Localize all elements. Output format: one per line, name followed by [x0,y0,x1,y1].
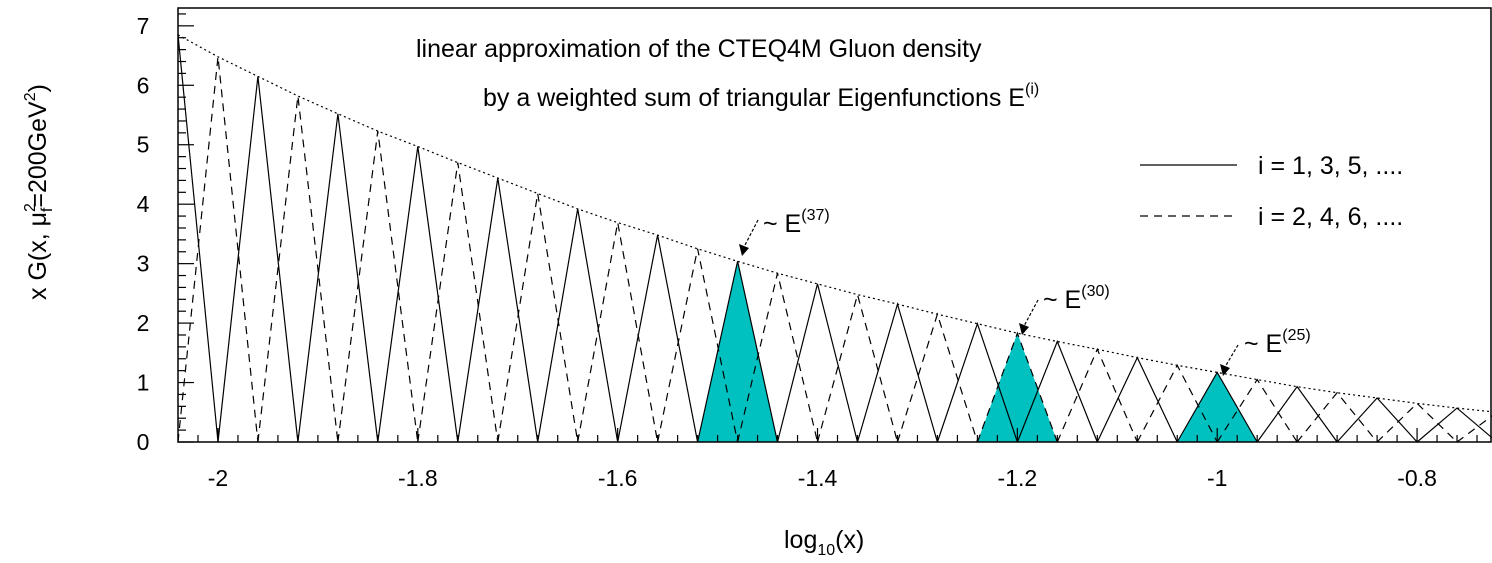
x-tick-label: -0.8 [1397,465,1437,491]
eigenfunction-10 [497,193,579,443]
chart-title-sup: (i) [1025,81,1039,98]
x-axis-label-sub: 10 [817,542,835,559]
annotation-e37-sup: (37) [801,207,829,224]
eigenfunction-24 [1056,347,1138,443]
eigenfunction-2 [177,56,259,443]
plot-frame [177,7,1492,443]
y-tick-label: 3 [137,251,150,277]
y-tick-label: 2 [137,310,150,336]
eigenfunction-34 [1456,415,1492,443]
annotation-e30-arrow [1023,299,1039,327]
eigenfunction-15 [697,261,779,443]
annotation-e37: ~ E(37) [739,207,830,256]
legend: i = 1, 3, 5, .... i = 2, 4, 6, .... [1140,152,1403,231]
x-tick-label: -1.6 [598,465,638,491]
y-axis-label-pre: x G(x, μ [24,212,52,300]
eigenfunction-13 [617,234,699,443]
chart-title-line2-text: by a weighted sum of triangular Eigenfun… [483,84,1025,112]
eigenfunction-4 [257,95,339,443]
eigenfunction-30 [1296,391,1378,443]
annotation-e37-text: ~ E [763,210,801,238]
y-tick-label: 7 [137,13,150,39]
eigenfunction-32 [1376,402,1458,443]
annotation-e37-label: ~ E(37) [763,207,830,238]
eigenfunction-23 [1016,339,1098,443]
eigenfunction-1 [177,34,219,443]
annotation-e25-arrow [1224,344,1239,368]
highlight-fill-2 [1177,372,1258,442]
x-axis-label: log10(x) [784,526,864,559]
eigenfunction-18 [816,292,899,443]
annotation-e25: ~ E(25) [1220,327,1311,376]
legend-label-solid: i = 1, 3, 5, .... [1258,152,1403,180]
legend-label-dashed: i = 2, 4, 6, .... [1258,203,1403,231]
eigenfunction-6 [337,131,419,443]
annotation-e37-arrowhead [739,244,749,256]
x-axis-label-main: log [784,526,817,554]
eigenfunction-8 [417,162,499,443]
y-axis-label-sub: f [39,207,56,212]
highlight-fill-1 [977,333,1058,442]
annotation-e25-arrowhead [1220,364,1230,376]
annotation-e30-text: ~ E [1043,286,1081,314]
highlighted-triangles [697,261,1258,442]
eigenfunction-22 [976,331,1058,443]
y-tick-label: 6 [137,72,150,98]
eigenfunction-28 [1216,378,1298,443]
eigenfunction-11 [537,208,619,443]
x-tick-label: -1.8 [398,465,438,491]
eigenfunction-33 [1416,407,1492,443]
annotation-e30: ~ E(30) [1019,283,1110,335]
y-axis-ticks: 0 1 2 3 4 5 6 7 [137,13,194,455]
eigenfunction-5 [297,113,379,443]
y-axis-label-sup2: 2 [22,92,39,101]
x-tick-label: -1.4 [798,465,838,491]
eigenfunction-21 [936,321,1018,443]
x-axis-label-tail: (x) [835,526,864,554]
highlight-fill-0 [697,261,778,442]
eigenfunction-9 [457,177,539,443]
eigenfunction-12 [577,222,659,443]
eigenfunction-20 [896,312,978,443]
annotation-e30-arrowhead [1019,323,1029,335]
x-tick-label: -1.2 [998,465,1038,491]
annotation-e25-label: ~ E(25) [1244,327,1311,358]
y-tick-label: 0 [137,429,150,455]
chart-title-line2: by a weighted sum of triangular Eigenfun… [483,81,1039,112]
x-tick-label: -1 [1207,465,1227,491]
y-axis-label-mid: =200GeV [24,101,52,208]
chart-title-line1: linear approximation of the CTEQ4M Gluon… [416,35,982,63]
y-axis-label: x G(x, μ2f=200GeV2) [22,84,56,300]
y-axis-label-sup: 2 [22,203,39,212]
eigenfunction-25 [1096,356,1178,443]
x-tick-label: -2 [208,465,228,491]
eigenfunction-31 [1336,397,1418,443]
annotation-e30-sup: (30) [1081,283,1109,300]
annotation-e37-arrow [743,219,759,248]
y-axis-label-post: ) [24,84,52,92]
x-axis-ticks: -2 -1.8 -1.6 -1.4 -1.2 -1 -0.8 [197,428,1478,491]
eigenfunction-27 [1176,371,1258,443]
eigenfunction-17 [776,283,859,443]
eigenfunction-29 [1256,385,1338,443]
eigenfunction-19 [856,301,938,443]
annotation-e30-label: ~ E(30) [1043,283,1110,314]
annotation-e25-text: ~ E [1244,330,1282,358]
eigenfunction-3 [217,76,299,443]
y-tick-label: 1 [137,370,150,396]
y-tick-label: 5 [137,132,150,158]
eigenfunction-14 [657,248,739,443]
eigenfunction-7 [377,146,459,443]
annotation-e25-sup: (25) [1282,327,1310,344]
y-tick-label: 4 [137,191,150,217]
